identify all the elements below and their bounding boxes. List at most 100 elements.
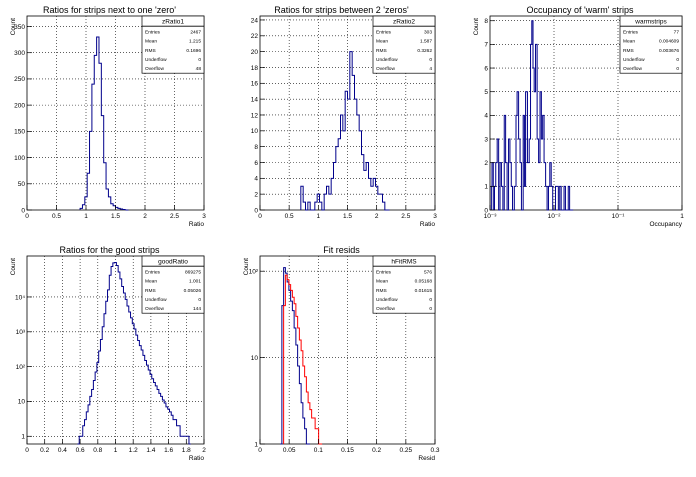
stats-row-label: RMS [145,48,156,54]
stats-row-value: 0.004609 [659,39,679,45]
chart-panel-2: 0 0.5 1 1.5 2 2.5 3024681012141618202224Ratios… [251,5,437,228]
y-tick-label: 100 [14,155,25,162]
x-tick-label: 0.25 [400,447,413,454]
chart-panel-1: 0 0.5 1 1.5 2 2.5 3 0 50 100 150 200 250 300 350 Ratios… [10,5,206,228]
y-tick-label: 200 [14,102,25,109]
x-tick-label: 0.8 [93,447,102,454]
stats-box-frame [141,15,205,74]
y-tick-label: 4 [254,176,258,183]
stats-box-frame [619,15,683,74]
axis-ticks: 0 0.2 0.4 0.6 0.8 1 1.2 1.4 1.6 1.8 2 1 10 10² 10³ 10⁴ [15,294,206,454]
grid-lines [27,256,204,444]
x-tick-label: 1.4 [146,447,155,454]
x-tick-label: 1 [114,447,118,454]
stats-row-label: RMS [376,288,387,294]
stats-row-value: 0 [429,297,432,303]
y-tick-label: 18 [251,65,259,72]
stats-row-label: Overflow [145,306,164,312]
x-tick-label: 1.2 [129,447,138,454]
y-tick-label: 300 [14,50,25,57]
y-tick-label: 50 [18,181,26,188]
y-tick-label: 14 [251,96,259,103]
stats-box-frame [141,255,205,314]
stats-row-label: Entries [145,269,161,275]
x-tick-label: 2.5 [170,213,179,220]
stats-row-label: RMS [376,48,387,54]
x-tick-label: 0.4 [58,447,67,454]
y-axis-label: Count [10,18,17,36]
histogram-series-1 [490,20,574,211]
x-tick-label: 0.15 [341,447,354,454]
stats-row-value: 0.01615 [415,288,433,294]
y-tick-label: 1 [21,434,25,441]
stats-box-frame [372,15,436,74]
chart-panel-5: 0 0.05 0.1 0.15 0.2 0.25 0.3 1 10 10² Fit resids Re… [243,245,440,462]
y-tick-label: 6 [254,160,258,167]
x-tick-label: 0 [25,213,29,220]
x-axis-label: Ratio [189,455,205,462]
x-tick-label: 1 [317,213,321,220]
y-axis-label: Count [243,258,250,276]
x-tick-label: 2 [375,213,379,220]
stats-row-value: 1.587 [420,39,432,45]
stats-row-label: Underflow [145,57,167,63]
stats-row-value: 576 [424,269,432,275]
stats-box-name: hFitRMS [391,259,417,266]
y-tick-label: 5 [484,89,488,96]
stats-row-label: Overflow [623,66,642,72]
stats-row-label: Mean [376,39,388,45]
stats-row-label: RMS [623,48,634,54]
stats-row-label: Overflow [145,66,164,72]
y-tick-label: 20 [251,49,259,56]
histogram-series-2 [283,274,323,445]
stats-row-value: 0 [198,297,201,303]
stats-box: warmstrips Entries 77 Mean 0.004609 RMS 0.0036… [619,15,683,74]
y-tick-label: 350 [14,24,25,31]
stats-row-value: 0 [676,57,679,63]
stats-row-value: 0.3262 [417,48,432,54]
y-tick-label: 250 [14,76,25,83]
histogram-series-1 [300,51,390,211]
stats-row-value: 1.001 [189,279,201,285]
x-tick-label: 3 [202,213,206,220]
stats-row-value: 0 [429,306,432,312]
y-tick-label: 2 [254,191,258,198]
stats-row-value: 0 [676,66,679,72]
stats-row-label: Entries [623,29,639,35]
stats-row-label: Mean [376,279,388,285]
stats-row-value: 0.05026 [184,288,202,294]
stats-row-label: Mean [145,279,157,285]
stats-box-name: zRatio2 [393,19,415,26]
chart-title: Ratios for the good strips [59,245,160,255]
x-tick-label: 1.5 [111,213,120,220]
stats-row-label: Mean [145,39,157,45]
stats-row-label: Overflow [376,66,395,72]
stats-row-value: 1.215 [189,39,201,45]
histogram-series-1 [79,36,129,211]
stats-box-name: goodRatio [158,259,188,266]
stats-row-label: Overflow [376,306,395,312]
y-tick-label: 3 [484,136,488,143]
stats-row-value: 2467 [190,29,201,35]
stats-row-value: 4 [429,66,432,72]
x-tick-label: 1.8 [182,447,191,454]
stats-box-name: warmstrips [634,19,667,26]
x-tick-label: 0.5 [52,213,61,220]
x-tick-label: 2 [202,447,206,454]
stats-row-value: 0.003676 [659,48,679,54]
axis-ticks: 0 0.05 0.1 0.15 0.2 0.25 0.3 1 10 10² [249,269,440,454]
chart-panel-3: 10⁻³ 10⁻² 10⁻¹ 1 0 1 2 3 4 5 6 7 8 Occupancy of 'warm… [473,5,684,228]
stats-row-value: 48 [196,66,202,72]
y-tick-label: 10 [251,128,259,135]
x-axis-label: Ratio [189,221,205,228]
y-tick-label: 1 [484,184,488,191]
histogram-series-1 [77,261,191,445]
stats-row-label: Underflow [623,57,645,63]
x-tick-label: 1.6 [164,447,173,454]
y-tick-label: 0 [254,207,258,214]
stats-row-label: Entries [376,269,392,275]
stats-row-value: 77 [674,29,680,35]
